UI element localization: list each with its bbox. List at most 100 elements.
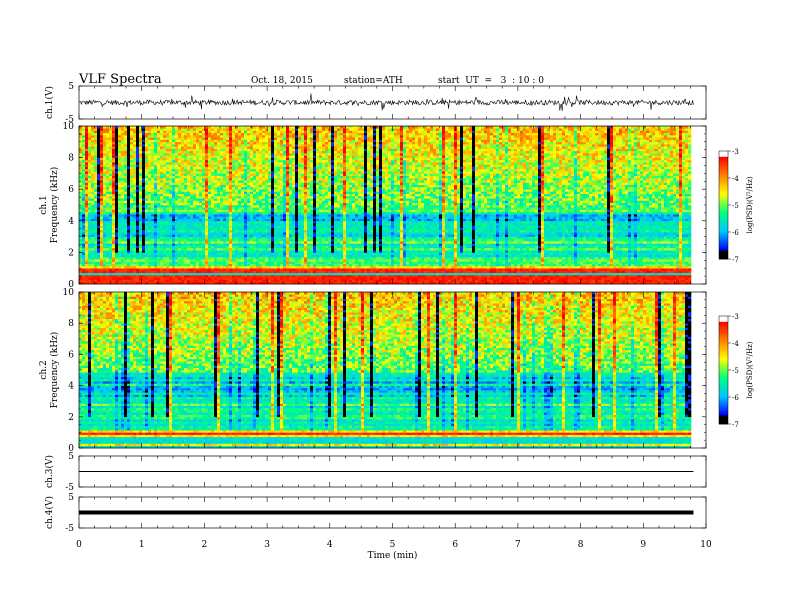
spectrogram-cell [268, 160, 271, 163]
spectrogram-cell [226, 259, 229, 262]
spectrogram-cell [193, 182, 196, 185]
spectrogram-cell [88, 203, 91, 206]
spectrogram-cell [157, 210, 160, 213]
spectrogram-cell [271, 162, 274, 165]
spectrogram-cell [217, 171, 220, 174]
spectrogram-cell [238, 264, 241, 267]
spectrogram-cell [133, 182, 136, 185]
spectrogram-cell [229, 273, 232, 276]
spectrogram-cell [178, 187, 181, 190]
spectrogram-cell [184, 219, 187, 222]
spectrogram-cell [271, 180, 274, 183]
spectrogram-cell [268, 167, 271, 170]
spectrogram-cell [184, 223, 187, 226]
spectrogram-cell [202, 261, 205, 264]
spectrogram-cell [286, 158, 289, 161]
spectrogram-cell [241, 178, 244, 181]
spectrogram-cell [127, 153, 130, 156]
spectrogram-cell [214, 234, 217, 237]
spectrogram-cell [181, 255, 184, 258]
spectrogram-cell [175, 210, 178, 213]
spectrogram-cell [232, 182, 235, 185]
spectrogram-cell [172, 257, 175, 260]
spectrogram-cell [226, 187, 229, 190]
spectrogram-cell [91, 149, 94, 152]
spectrogram-cell [196, 187, 199, 190]
spectrogram-cell [217, 200, 220, 203]
spectrogram-cell [217, 232, 220, 235]
spectrogram-cell [154, 189, 157, 192]
spectrogram-cell [181, 257, 184, 260]
spectrogram-cell [283, 160, 286, 163]
spectrogram-cell [163, 169, 166, 172]
spectrogram-cell [175, 140, 178, 143]
spectrogram-cell [115, 155, 118, 158]
spectrogram-cell [253, 216, 256, 219]
spectrogram-cell [238, 198, 241, 201]
spectrogram-cell [175, 252, 178, 255]
spectrogram-cell [130, 160, 133, 163]
spectrogram-cell [250, 178, 253, 181]
spectrogram-cell [97, 277, 100, 280]
spectrogram-cell [184, 162, 187, 165]
spectrogram-cell [265, 160, 268, 163]
spectrogram-cell [127, 268, 130, 271]
spectrogram-cell [154, 151, 157, 154]
spectrogram-cell [91, 216, 94, 219]
spectrogram-cell [88, 169, 91, 172]
spectrogram-cell [160, 203, 163, 206]
spectrogram-cell [187, 210, 190, 213]
spectrogram-cell [253, 173, 256, 176]
spectrogram-cell [178, 252, 181, 255]
spectrogram-cell [112, 225, 115, 228]
spectrogram-cell [169, 241, 172, 244]
spectrogram-cell [172, 246, 175, 249]
spectrogram-cell [217, 160, 220, 163]
spectrogram-cell [145, 241, 148, 244]
spectrogram-cell [274, 261, 277, 264]
spectrogram-cell [175, 232, 178, 235]
spectrogram-cell [259, 194, 262, 197]
spectrogram-cell [238, 246, 241, 249]
spectrogram-cell [124, 146, 127, 149]
spectrogram-cell [160, 241, 163, 244]
spectrogram-cell [172, 277, 175, 280]
spectrogram-cell [247, 225, 250, 228]
spectrogram-cell [283, 221, 286, 224]
spectrogram-cell [235, 221, 238, 224]
spectrogram-cell [88, 250, 91, 253]
spectrogram-cell [160, 259, 163, 262]
spectrogram-cell [130, 264, 133, 267]
spectrogram-cell [283, 207, 286, 210]
spectrogram-cell [193, 171, 196, 174]
spectrogram-cell [139, 182, 142, 185]
spectrogram-cell [130, 171, 133, 174]
spectrogram-cell [130, 164, 133, 167]
spectrogram-cell [127, 169, 130, 172]
spectrogram-cell [187, 246, 190, 249]
spectrogram-cell [121, 169, 124, 172]
spectrogram-cell [157, 203, 160, 206]
spectrogram-cell [148, 153, 151, 156]
spectrogram-cell [103, 155, 106, 158]
spectrogram-cell [91, 203, 94, 206]
spectrogram-cell [244, 279, 247, 282]
spectrogram-cell [79, 178, 82, 181]
spectrogram-cell [154, 164, 157, 167]
spectrogram-cell [103, 146, 106, 149]
spectrogram-cell [181, 187, 184, 190]
spectrogram-cell [88, 214, 91, 217]
spectrogram-cell [136, 171, 139, 174]
spectrogram-cell [103, 248, 106, 251]
spectrogram-cell [163, 151, 166, 154]
spectrogram-cell [220, 250, 223, 253]
spectrogram-cell [187, 261, 190, 264]
spectrogram-cell [265, 189, 268, 192]
spectrogram-cell [280, 164, 283, 167]
spectrogram-cell [130, 205, 133, 208]
spectrogram-cell [229, 137, 232, 140]
spectrogram-cell [226, 250, 229, 253]
spectrogram-cell [124, 239, 127, 242]
spectrogram-cell [193, 243, 196, 246]
spectrogram-cell [241, 252, 244, 255]
